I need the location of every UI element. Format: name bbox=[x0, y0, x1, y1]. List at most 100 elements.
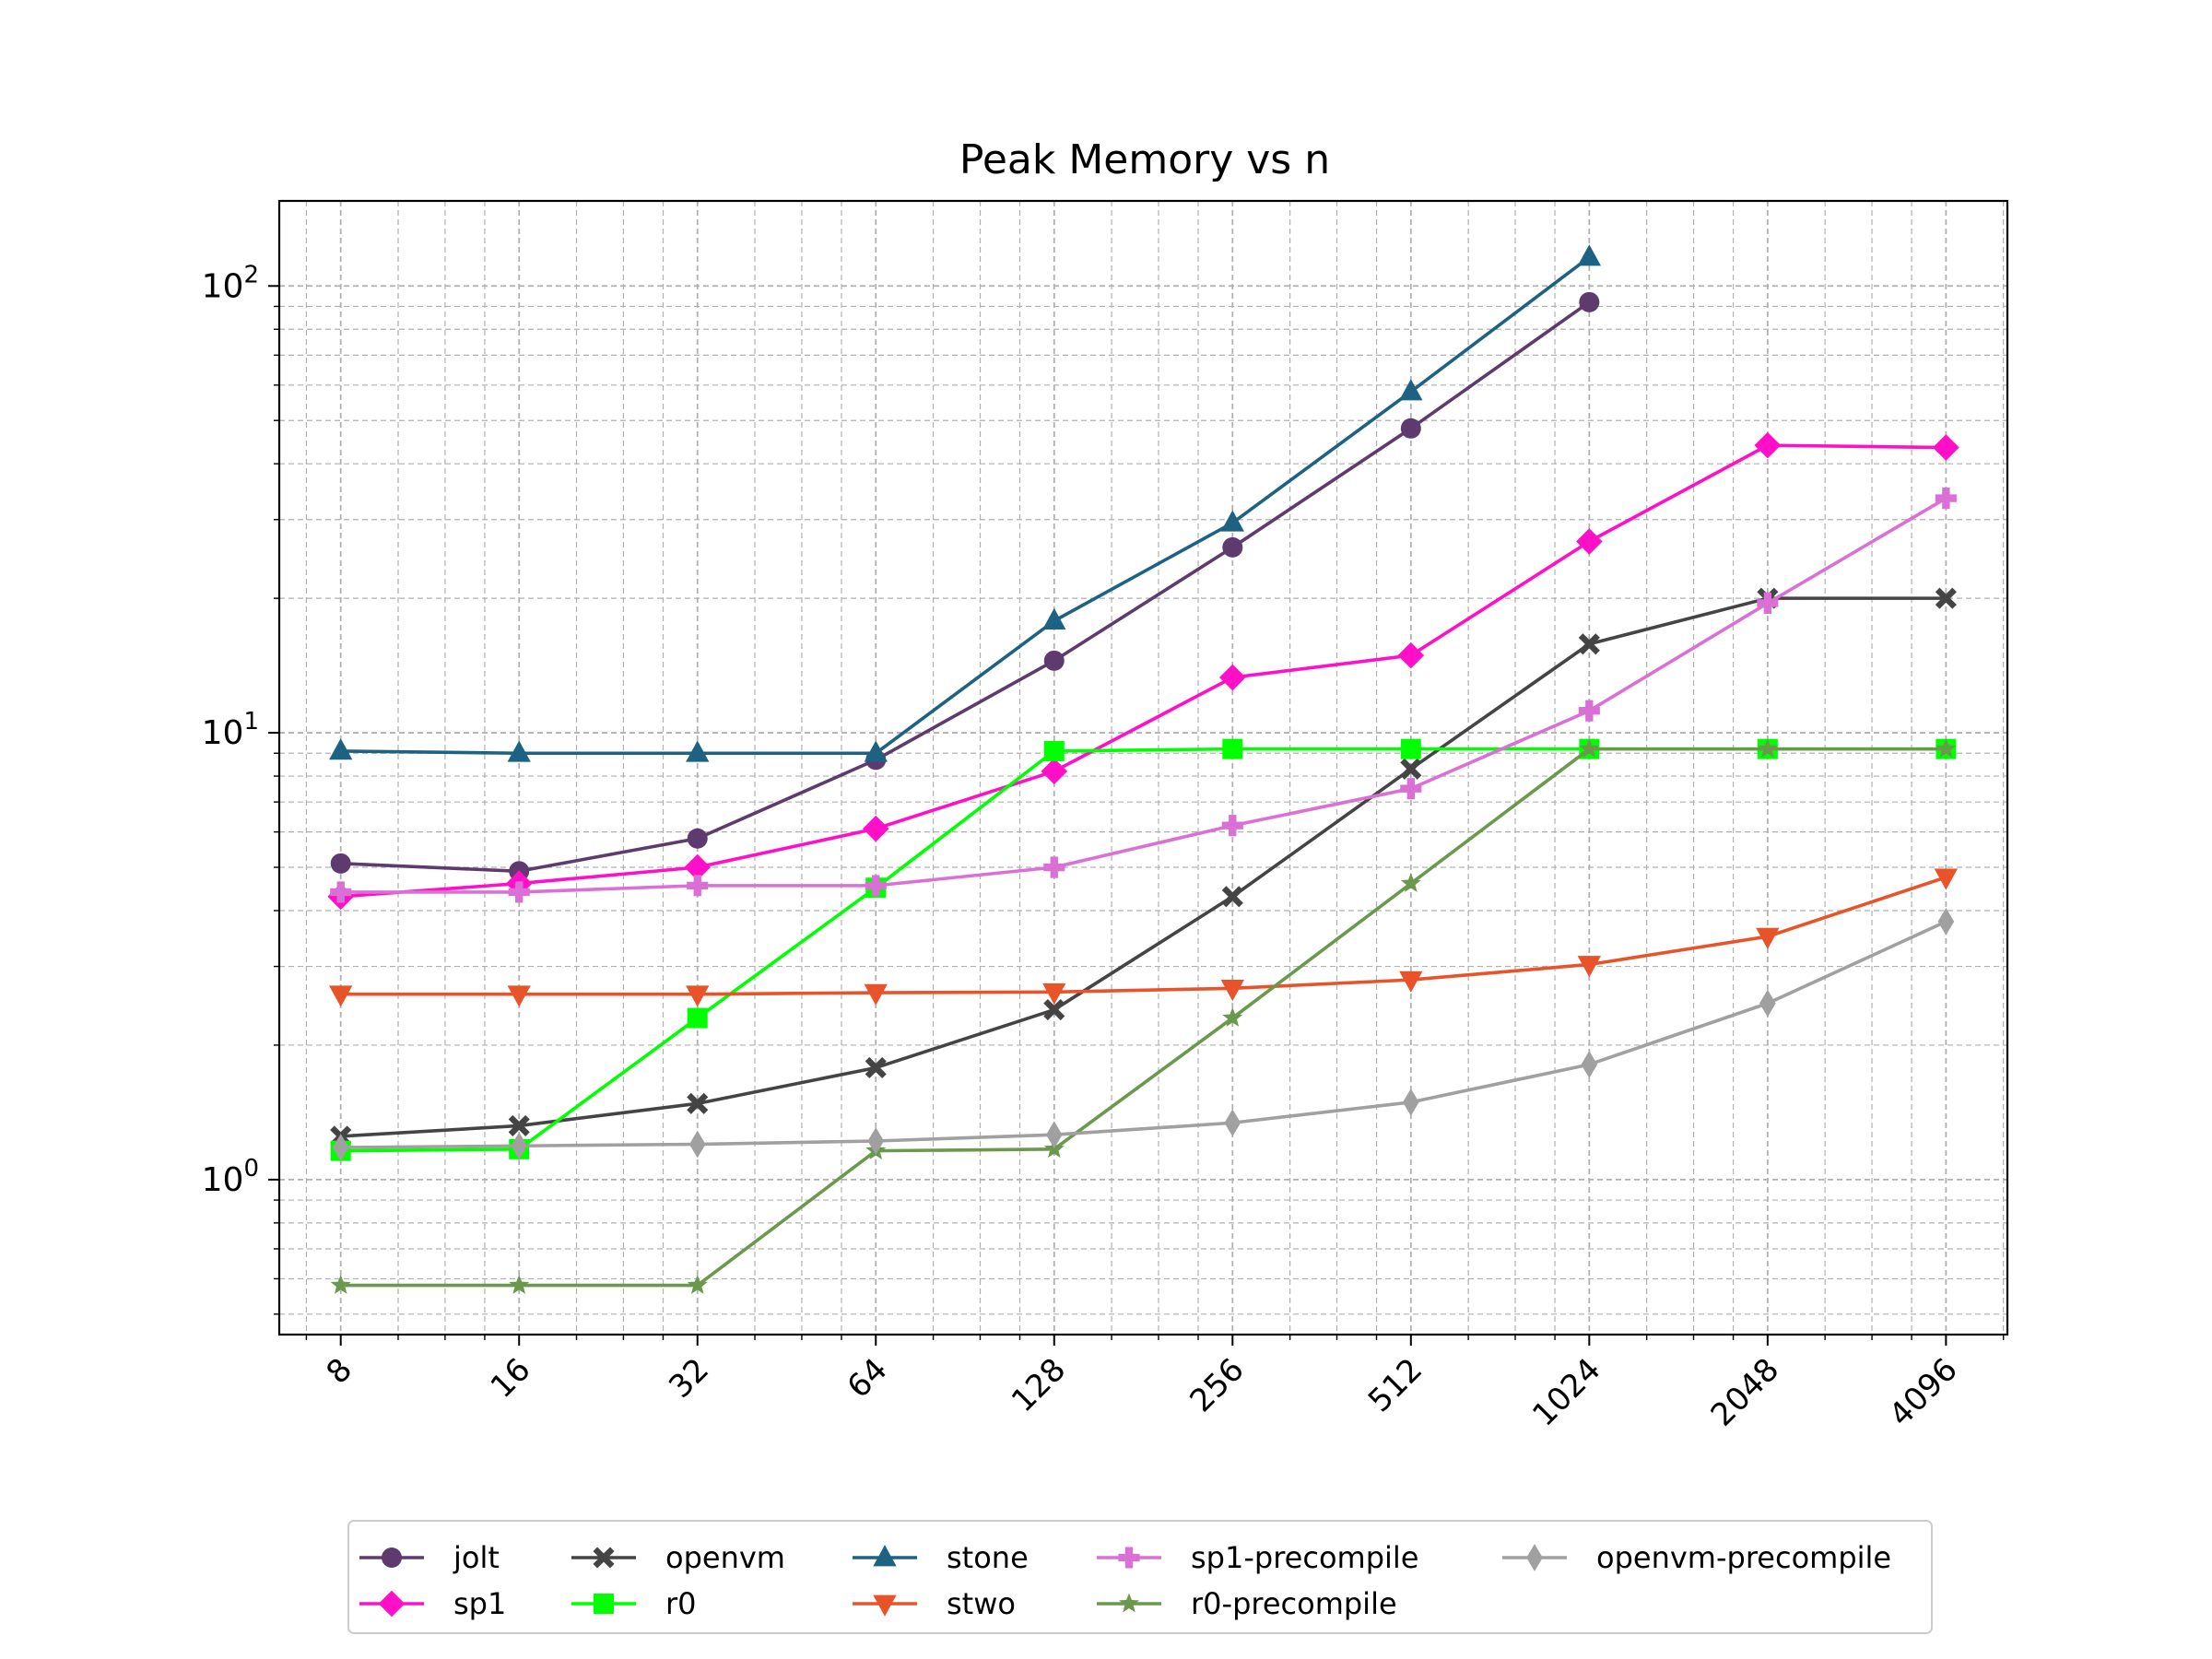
data-point bbox=[1400, 873, 1421, 892]
legend-label: sp1-precompile bbox=[1191, 1540, 1418, 1575]
data-point bbox=[1043, 856, 1065, 878]
data-point bbox=[1220, 979, 1244, 1002]
data-point bbox=[686, 740, 710, 762]
data-point bbox=[1759, 989, 1776, 1018]
data-point bbox=[1578, 633, 1600, 655]
data-point bbox=[1936, 738, 1957, 758]
data-point bbox=[1045, 1121, 1063, 1149]
data-point bbox=[1119, 1593, 1139, 1613]
data-point bbox=[1399, 971, 1423, 993]
y-tick-label: 100 bbox=[202, 1155, 259, 1199]
data-point bbox=[1578, 700, 1600, 722]
data-point bbox=[862, 815, 889, 842]
data-point bbox=[378, 1590, 406, 1618]
legend-item-openvm-precompile: openvm-precompile bbox=[1502, 1540, 1891, 1575]
data-point bbox=[864, 740, 888, 762]
data-point bbox=[684, 853, 712, 881]
series-line bbox=[340, 876, 1947, 996]
legend-label: jolt bbox=[453, 1540, 500, 1575]
data-point bbox=[1400, 758, 1422, 780]
series-sp1-precompile bbox=[330, 487, 1957, 903]
data-point bbox=[1221, 815, 1243, 837]
data-point bbox=[1043, 998, 1065, 1021]
data-point bbox=[687, 875, 709, 897]
series-stone bbox=[329, 244, 1601, 762]
data-point bbox=[1937, 908, 1955, 935]
data-point bbox=[507, 985, 531, 1007]
y-tick-label: 102 bbox=[202, 261, 259, 305]
legend-label: openvm-precompile bbox=[1596, 1540, 1891, 1575]
data-point bbox=[1933, 434, 1959, 461]
data-point bbox=[1576, 528, 1603, 555]
legend-label: stwo bbox=[947, 1586, 1016, 1621]
data-point bbox=[1935, 587, 1957, 609]
data-point bbox=[329, 738, 353, 760]
data-point bbox=[1757, 738, 1778, 758]
legend-box bbox=[347, 1520, 1933, 1634]
series-line bbox=[340, 596, 1947, 1138]
data-point bbox=[865, 875, 887, 897]
data-point bbox=[1218, 664, 1246, 691]
legend-label: sp1 bbox=[453, 1586, 506, 1621]
data-point bbox=[864, 983, 888, 1006]
data-point bbox=[1577, 244, 1601, 266]
series-openvm-precompile bbox=[332, 908, 1955, 1161]
data-point bbox=[865, 1056, 887, 1079]
data-point bbox=[329, 985, 353, 1007]
data-point bbox=[1224, 1109, 1241, 1137]
legend-item-r0-precompile: r0-precompile bbox=[1097, 1586, 1397, 1621]
series-lines bbox=[327, 244, 1959, 1294]
data-point bbox=[330, 1275, 351, 1294]
legend-label: r0 bbox=[665, 1586, 697, 1621]
data-point bbox=[1579, 291, 1600, 312]
data-point bbox=[1043, 740, 1065, 761]
data-point bbox=[873, 1545, 897, 1567]
data-point bbox=[1042, 607, 1066, 630]
chart-title: Peak Memory vs n bbox=[959, 136, 1330, 183]
data-point bbox=[593, 1547, 615, 1569]
data-point bbox=[1579, 738, 1600, 758]
data-point bbox=[330, 881, 352, 903]
series-openvm bbox=[330, 587, 1957, 1147]
data-point bbox=[509, 1275, 530, 1294]
legend: jolt sp1 openvm r0 stone stwo sp1-precompile r0… bbox=[347, 1520, 1933, 1634]
data-point bbox=[507, 740, 531, 762]
data-point bbox=[330, 853, 351, 874]
data-point bbox=[1935, 487, 1957, 510]
data-point bbox=[1042, 982, 1066, 1006]
data-point bbox=[1403, 1088, 1419, 1116]
series-line bbox=[340, 443, 1947, 899]
data-point bbox=[1221, 886, 1243, 908]
data-point bbox=[1400, 738, 1421, 759]
series-line bbox=[340, 747, 1947, 1288]
data-point bbox=[1222, 1006, 1243, 1027]
series-jolt bbox=[330, 291, 1600, 882]
legend-label: stone bbox=[947, 1540, 1029, 1575]
legend-item-sp1: sp1 bbox=[359, 1586, 506, 1621]
data-point bbox=[508, 881, 530, 903]
legend-item-r0: r0 bbox=[571, 1586, 697, 1621]
series-line bbox=[340, 920, 1947, 1149]
legend-label: r0-precompile bbox=[1191, 1586, 1397, 1621]
data-point bbox=[594, 1594, 614, 1614]
data-point bbox=[1526, 1544, 1543, 1571]
data-point bbox=[1118, 1547, 1140, 1569]
y-tick-label: 101 bbox=[202, 708, 259, 752]
data-point bbox=[1043, 650, 1065, 671]
data-point bbox=[867, 1127, 885, 1155]
data-point bbox=[382, 1547, 402, 1568]
data-point bbox=[873, 1594, 897, 1617]
data-point bbox=[1577, 956, 1601, 978]
data-point bbox=[332, 1134, 349, 1161]
data-point bbox=[687, 828, 708, 849]
legend-item-stone: stone bbox=[853, 1540, 1029, 1575]
legend-item-stwo: stwo bbox=[853, 1586, 1016, 1621]
data-point bbox=[1754, 431, 1782, 459]
data-point bbox=[1222, 536, 1243, 558]
series-line bbox=[340, 300, 1591, 874]
plot-frame bbox=[277, 199, 2009, 1336]
data-point bbox=[1400, 418, 1421, 439]
legend-item-sp1-precompile: sp1-precompile bbox=[1097, 1540, 1418, 1575]
